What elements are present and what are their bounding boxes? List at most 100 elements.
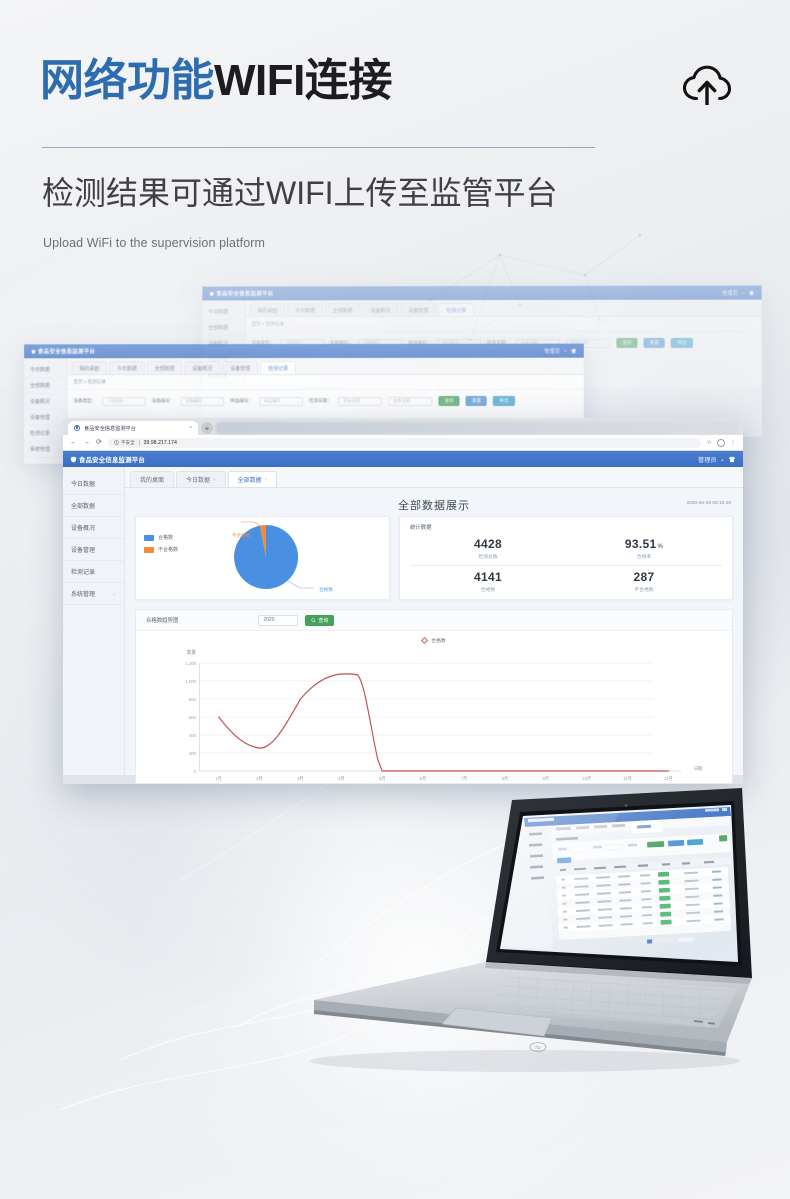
rear-breadcrumb: 首页 > 检测记录 xyxy=(245,316,762,333)
svg-text:10月: 10月 xyxy=(582,776,591,782)
middle-sidebar-item-0[interactable]: 今日数据 xyxy=(24,362,67,379)
sidebar-item-today-data[interactable]: 今日数据 xyxy=(63,473,124,495)
background-window-middle[interactable]: 食品安全信息监测平台 管理员 ⌄ 今日数据 全部数据 设备概况 设备管理 检测记… xyxy=(24,343,584,465)
trend-line-chart-svg: 数量 xyxy=(186,649,703,782)
title-divider xyxy=(42,147,595,148)
middle-reset-button[interactable]: 重置 xyxy=(465,395,488,407)
rear-search-button[interactable]: 查询 xyxy=(616,337,638,348)
middle-tab-2[interactable]: 全部数据 xyxy=(146,361,183,375)
rear-tabs[interactable]: 我的桌面 今日数据 全部数据 设备概况 设备管理 检测记录 xyxy=(245,299,762,318)
page-title-highlight: 网络功能 xyxy=(40,56,215,105)
middle-field-input-4[interactable]: 结束日期 xyxy=(388,396,433,406)
rear-tab-0[interactable]: 我的桌面 xyxy=(249,303,286,317)
svg-text:9月: 9月 xyxy=(543,776,549,782)
query-button[interactable]: 查询 xyxy=(305,614,335,626)
address-bar[interactable]: 不安全 39.98.217.174 xyxy=(107,437,701,448)
trend-chart-controls[interactable]: 2020 查询 xyxy=(258,614,335,626)
sidebar-item-test-records[interactable]: 检测记录 xyxy=(63,561,124,583)
svg-text:4月: 4月 xyxy=(338,776,344,782)
back-icon[interactable]: ← xyxy=(70,439,77,446)
trend-legend-label: 合格数 xyxy=(431,639,446,644)
stat-qualified-label: 合格数 xyxy=(480,588,496,593)
year-input[interactable]: 2020 xyxy=(258,614,299,626)
browser-toolbar[interactable]: ← → ⟳ 不安全 39.98.217.174 ☆ ⋮ xyxy=(63,435,743,451)
rear-sidebar-item-1[interactable]: 全部数据 xyxy=(202,320,245,337)
chevron-down-icon: ⌄ xyxy=(740,289,746,296)
rear-tab-2[interactable]: 全部数据 xyxy=(324,303,361,317)
close-icon[interactable]: × xyxy=(213,477,216,482)
sidebar-item-system-management[interactable]: 系统管理 ⌄ xyxy=(63,583,124,605)
app-tabs[interactable]: 我的桌面 今日数据 × 全部数据 × xyxy=(125,467,743,488)
search-icon xyxy=(311,617,316,623)
new-tab-button[interactable]: + xyxy=(201,422,213,434)
middle-tab-3[interactable]: 设备概况 xyxy=(184,361,221,375)
middle-tabs[interactable]: 我的桌面 今日数据 全部数据 设备概况 设备管理 检测记录 xyxy=(67,357,584,376)
app-titlebar: 食品安全信息监测平台 管理员 ⌄ xyxy=(63,451,743,467)
middle-search-form[interactable]: 设备类型： --请选择-- 设备编号： 设备编号 样品编号： 样品编号 检测日期… xyxy=(68,390,584,412)
background-window-rear[interactable]: 食品安全信息监测平台 管理员 ⌄ 今日数据 全部数据 设备概况 设备管理 检测记… xyxy=(201,285,763,437)
middle-field-input-2[interactable]: 样品编号 xyxy=(259,396,303,406)
rear-tab-1[interactable]: 今日数据 xyxy=(287,303,323,317)
middle-tab-0[interactable]: 我的桌面 xyxy=(71,361,108,375)
rear-reset-button[interactable]: 重置 xyxy=(643,337,666,348)
middle-field-input-0[interactable]: --请选择-- xyxy=(102,396,146,406)
middle-field-input-1[interactable]: 设备编号 xyxy=(180,396,225,406)
sidebar-item-all-data[interactable]: 全部数据 xyxy=(63,495,124,517)
rear-tab-3[interactable]: 设备概况 xyxy=(362,303,399,317)
middle-field-label-3: 检测日期： xyxy=(308,397,332,403)
middle-sidebar-item-2[interactable]: 设备概况 xyxy=(24,394,67,410)
middle-tab-1[interactable]: 今日数据 xyxy=(109,361,145,375)
close-icon[interactable]: × xyxy=(189,425,192,431)
statistics-card: 统计数据 4428 检测总数 93.51% 合格率 xyxy=(399,516,733,600)
browser-tab-active[interactable]: 食品安全信息监测平台 × xyxy=(68,421,198,435)
middle-tab-4[interactable]: 设备管理 xyxy=(222,361,259,375)
toolbar-right[interactable]: ☆ ⋮ xyxy=(706,438,736,447)
app-brand: 食品安全信息监测平台 xyxy=(70,455,145,464)
app-brand-text: 食品安全信息监测平台 xyxy=(79,456,145,464)
chevron-down-icon: ⌄ xyxy=(57,446,61,452)
trend-legend[interactable]: 合格数 xyxy=(136,636,732,645)
middle-sidebar-item-5[interactable]: 系统管理 ⌄ xyxy=(24,441,67,458)
profile-avatar-icon[interactable] xyxy=(717,438,725,447)
rear-tab-5[interactable]: 检测记录 xyxy=(438,303,475,317)
tab-today-data[interactable]: 今日数据 × xyxy=(176,471,226,487)
rear-app-brand: 食品安全信息监测平台 xyxy=(209,289,273,297)
rear-user-menu[interactable]: 管理员 ⌄ xyxy=(722,289,755,296)
browser-menu-icon[interactable]: ⋮ xyxy=(730,440,736,446)
browser-window[interactable]: 食品安全信息监测平台 × + ← → ⟳ 不安全 39.98.217.174 ☆ xyxy=(63,418,743,784)
query-button-label: 查询 xyxy=(318,617,329,624)
pie-legend-item-unqualified[interactable]: 不合格数 xyxy=(144,546,178,553)
sidebar-item-device-overview[interactable]: 设备概况 xyxy=(63,517,124,539)
middle-sidebar-item-1[interactable]: 全部数据 xyxy=(24,378,67,395)
middle-field-label-0: 设备类型： xyxy=(73,398,97,404)
url-text: 39.98.217.174 xyxy=(143,439,177,446)
pie-legend-item-qualified[interactable]: 合格数 xyxy=(144,534,178,541)
rear-tab-4[interactable]: 设备管理 xyxy=(400,303,437,317)
reload-icon[interactable]: ⟳ xyxy=(96,439,102,446)
sidebar-item-device-management[interactable]: 设备管理 xyxy=(63,539,124,561)
bookmark-star-icon[interactable]: ☆ xyxy=(706,440,712,446)
app-sidebar[interactable]: 今日数据 全部数据 设备概况 设备管理 检测记录 系统管理 ⌄ xyxy=(63,467,125,775)
rear-sidebar-item-0[interactable]: 今日数据 xyxy=(202,304,245,321)
middle-field-input-3[interactable]: 开始日期 xyxy=(337,396,383,406)
forward-icon[interactable]: → xyxy=(83,439,90,446)
middle-sidebar-item-4[interactable]: 检测记录 xyxy=(24,425,67,442)
legend-swatch-qualified xyxy=(144,534,154,541)
middle-search-button[interactable]: 查询 xyxy=(438,395,460,407)
tab-all-data[interactable]: 全部数据 × xyxy=(227,471,278,487)
middle-sidebar-item-3[interactable]: 设备管理 xyxy=(24,409,67,426)
middle-tab-5[interactable]: 检测记录 xyxy=(260,361,297,375)
middle-user-menu[interactable]: 管理员 ⌄ xyxy=(544,347,577,354)
browser-tabstrip[interactable]: 食品安全信息监测平台 × + xyxy=(63,418,743,435)
browser-tab-ghost xyxy=(216,422,738,434)
user-menu[interactable]: 管理员 ⌄ xyxy=(698,455,736,464)
rear-export-button[interactable]: 导出 xyxy=(671,337,693,348)
security-indicator[interactable]: 不安全 xyxy=(114,440,135,446)
svg-text:200: 200 xyxy=(189,751,196,756)
middle-export-button[interactable]: 导出 xyxy=(493,395,515,407)
pie-legend[interactable]: 合格数 不合格数 xyxy=(144,534,178,558)
close-icon[interactable]: × xyxy=(264,477,268,482)
middle-sidebar[interactable]: 今日数据 全部数据 设备概况 设备管理 检测记录 系统管理 ⌄ xyxy=(24,358,68,462)
svg-text:400: 400 xyxy=(189,733,196,738)
tab-my-desktop[interactable]: 我的桌面 xyxy=(130,471,175,487)
